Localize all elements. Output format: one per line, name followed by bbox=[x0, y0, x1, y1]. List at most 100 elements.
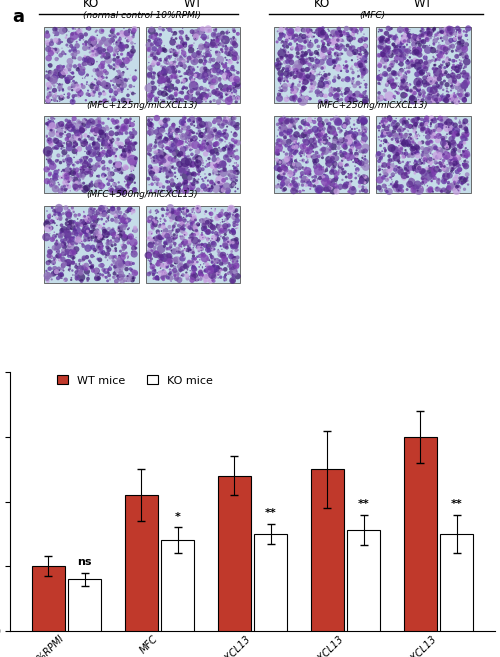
Point bbox=[314, 173, 322, 184]
Point bbox=[152, 213, 160, 223]
Point bbox=[287, 26, 295, 36]
Point bbox=[124, 51, 132, 62]
Point bbox=[116, 208, 124, 218]
Point bbox=[355, 49, 363, 59]
Point bbox=[206, 91, 214, 102]
Point bbox=[209, 168, 217, 178]
Point bbox=[340, 141, 347, 151]
Point bbox=[382, 34, 390, 45]
Point bbox=[146, 95, 154, 105]
Point bbox=[329, 34, 337, 45]
Point bbox=[350, 30, 358, 40]
Point bbox=[291, 156, 299, 167]
Point bbox=[126, 271, 134, 281]
Point bbox=[63, 258, 71, 268]
Point bbox=[462, 179, 470, 189]
Point bbox=[182, 152, 190, 163]
Point bbox=[438, 173, 446, 183]
Point bbox=[444, 58, 452, 69]
Point bbox=[408, 183, 416, 193]
Point bbox=[184, 273, 192, 284]
Point bbox=[336, 26, 344, 37]
Point bbox=[356, 35, 364, 46]
Point bbox=[420, 152, 428, 163]
Point bbox=[326, 141, 334, 152]
Point bbox=[362, 48, 370, 58]
Point bbox=[74, 157, 82, 168]
Point bbox=[186, 236, 194, 246]
Point bbox=[124, 136, 132, 147]
Point bbox=[102, 72, 110, 83]
Point bbox=[62, 256, 70, 266]
Point bbox=[106, 140, 114, 150]
Point bbox=[210, 87, 218, 97]
Point bbox=[116, 272, 124, 283]
Point bbox=[120, 150, 128, 160]
Point bbox=[44, 30, 52, 41]
Point bbox=[361, 124, 369, 135]
Point bbox=[156, 138, 164, 148]
Point bbox=[335, 124, 343, 134]
Point bbox=[274, 135, 282, 146]
Point bbox=[344, 28, 351, 39]
Point bbox=[152, 216, 160, 227]
Point bbox=[334, 55, 342, 65]
Point bbox=[340, 141, 348, 152]
Point bbox=[198, 263, 206, 273]
Point bbox=[217, 137, 225, 148]
Point bbox=[214, 34, 222, 44]
Point bbox=[316, 97, 324, 107]
Point bbox=[189, 254, 197, 264]
Point bbox=[230, 238, 238, 248]
Point bbox=[450, 145, 458, 155]
Point bbox=[228, 145, 235, 156]
Point bbox=[203, 42, 211, 53]
Point bbox=[165, 235, 173, 246]
Point bbox=[84, 275, 92, 286]
Point bbox=[435, 125, 443, 135]
Point bbox=[354, 116, 362, 127]
Point bbox=[379, 114, 387, 124]
Point bbox=[225, 225, 233, 235]
Point bbox=[420, 87, 428, 98]
Point bbox=[448, 80, 456, 91]
Point bbox=[62, 32, 70, 42]
Point bbox=[460, 133, 468, 144]
Point bbox=[124, 205, 132, 215]
Point bbox=[172, 50, 180, 60]
Point bbox=[55, 179, 63, 190]
Point bbox=[427, 83, 435, 93]
Point bbox=[396, 26, 404, 37]
Point bbox=[386, 120, 394, 130]
Point bbox=[382, 55, 390, 65]
Point bbox=[200, 34, 208, 44]
Point bbox=[204, 124, 212, 135]
Point bbox=[216, 78, 224, 89]
Point bbox=[430, 64, 438, 74]
Point bbox=[92, 125, 100, 136]
Point bbox=[344, 73, 351, 83]
Point bbox=[160, 267, 168, 278]
Point bbox=[131, 225, 139, 235]
Point bbox=[180, 56, 188, 66]
Point bbox=[178, 41, 186, 52]
Point bbox=[418, 114, 426, 125]
Point bbox=[451, 162, 459, 172]
Point bbox=[176, 42, 184, 53]
Point bbox=[394, 59, 402, 70]
Point bbox=[68, 85, 76, 95]
Point bbox=[449, 137, 457, 147]
Point bbox=[318, 127, 326, 138]
Point bbox=[451, 91, 459, 101]
Point bbox=[204, 270, 212, 281]
Point bbox=[327, 35, 335, 46]
Point bbox=[228, 276, 236, 286]
Point bbox=[119, 28, 127, 39]
Point bbox=[455, 139, 463, 150]
Point bbox=[226, 160, 234, 171]
Point bbox=[67, 60, 75, 71]
Point bbox=[186, 93, 194, 103]
Point bbox=[60, 156, 68, 167]
Point bbox=[420, 179, 428, 190]
Point bbox=[183, 210, 191, 221]
